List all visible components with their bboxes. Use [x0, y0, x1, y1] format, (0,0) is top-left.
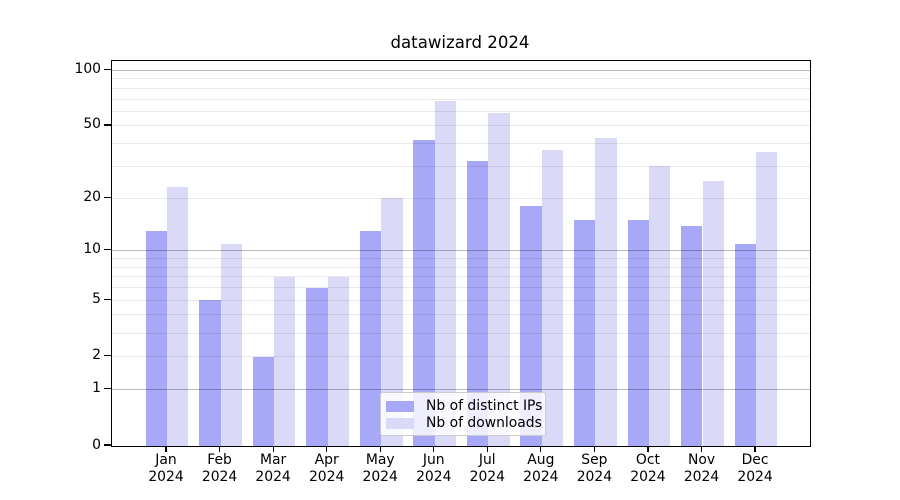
gridline-minor [112, 266, 810, 268]
bar [327, 276, 350, 446]
plot-inner [112, 61, 810, 446]
gridline-minor [112, 125, 810, 127]
gridline-minor [112, 78, 810, 80]
gridline-major [112, 69, 810, 71]
x-tick-mark [486, 446, 488, 453]
y-tick-label: 100 [74, 60, 101, 77]
gridline-minor [112, 299, 810, 301]
gridline-minor [112, 258, 810, 260]
bar [756, 152, 778, 446]
x-tick-label: Jul 2024 [469, 452, 505, 485]
x-tick-label: Sep 2024 [576, 452, 613, 485]
y-tick-label: 1 [92, 380, 101, 397]
bar [252, 356, 275, 446]
y-tick-mark [104, 354, 111, 357]
y-tick-label: 0 [92, 436, 101, 453]
legend-swatch [386, 401, 414, 412]
x-tick-label: Dec 2024 [737, 452, 773, 485]
gridline-minor [112, 276, 810, 278]
y-tick-label: 50 [83, 116, 101, 133]
x-tick-mark [700, 446, 703, 453]
bar [627, 220, 649, 446]
x-tick-mark [326, 446, 328, 453]
x-tick-mark [379, 446, 381, 453]
bar [466, 161, 489, 446]
gridline-minor [112, 197, 810, 199]
bar [520, 206, 542, 446]
bar [541, 149, 564, 446]
bar [681, 225, 703, 446]
gridline-minor [112, 165, 810, 167]
x-tick-label: May 2024 [362, 452, 398, 485]
x-tick-mark [218, 446, 221, 453]
bar [167, 187, 189, 446]
y-tick-mark [104, 249, 111, 251]
y-tick-mark [104, 196, 111, 198]
bar [648, 166, 671, 446]
bar [306, 287, 328, 446]
bar [734, 243, 757, 446]
bar [220, 243, 242, 446]
x-tick-label: Oct 2024 [630, 452, 666, 485]
legend-label: Nb of downloads [426, 415, 542, 431]
x-tick-mark [593, 446, 595, 453]
y-tick-mark [104, 68, 111, 70]
x-tick-label: Feb 2024 [201, 452, 238, 485]
x-tick-mark [754, 446, 756, 453]
gridline-major [112, 250, 810, 252]
bar [595, 137, 617, 446]
bar [199, 300, 221, 446]
gridline-minor [112, 332, 810, 334]
gridline-minor [112, 87, 810, 89]
x-tick-label: Nov 2024 [683, 452, 720, 485]
y-tick-mark [104, 444, 111, 446]
gridline-minor [112, 110, 810, 112]
x-tick-mark [165, 446, 167, 453]
bar [274, 276, 296, 446]
legend-label: Nb of distinct IPs [426, 398, 543, 414]
legend: Nb of distinct IPs Nb of downloads [380, 392, 546, 436]
bar [145, 231, 167, 446]
y-tick-mark [104, 124, 111, 126]
legend-row: Nb of downloads [386, 415, 545, 432]
plot-area [111, 60, 811, 447]
y-tick-label: 2 [92, 347, 101, 364]
x-tick-label: Jun 2024 [416, 452, 452, 485]
gridline-major [112, 388, 810, 391]
x-tick-mark [540, 446, 542, 453]
bar [574, 220, 596, 446]
y-tick-label: 20 [83, 188, 101, 205]
x-tick-mark [647, 446, 649, 453]
bar [702, 180, 724, 446]
y-tick-label: 10 [83, 241, 101, 258]
x-tick-label: Jan 2024 [148, 452, 184, 485]
legend-swatch [386, 418, 414, 429]
y-tick-mark [104, 298, 111, 300]
y-tick-mark [104, 387, 111, 390]
bar [434, 101, 457, 446]
gridline-minor [112, 143, 810, 145]
chart-title: datawizard 2024 [390, 33, 530, 52]
bar [488, 112, 510, 446]
x-tick-mark [272, 446, 274, 453]
bar [381, 198, 403, 446]
gridline-minor [112, 287, 810, 289]
legend-row: Nb of distinct IPs [386, 398, 545, 415]
y-tick-label: 5 [92, 290, 101, 307]
x-tick-label: Aug 2024 [523, 452, 559, 485]
bar [413, 139, 435, 446]
x-tick-mark [433, 446, 435, 453]
gridline-minor [112, 98, 810, 100]
gridline-minor [112, 314, 810, 316]
x-tick-label: Apr 2024 [308, 452, 345, 485]
x-tick-label: Mar 2024 [255, 452, 291, 485]
gridline-minor [112, 356, 810, 358]
bar [359, 231, 382, 446]
